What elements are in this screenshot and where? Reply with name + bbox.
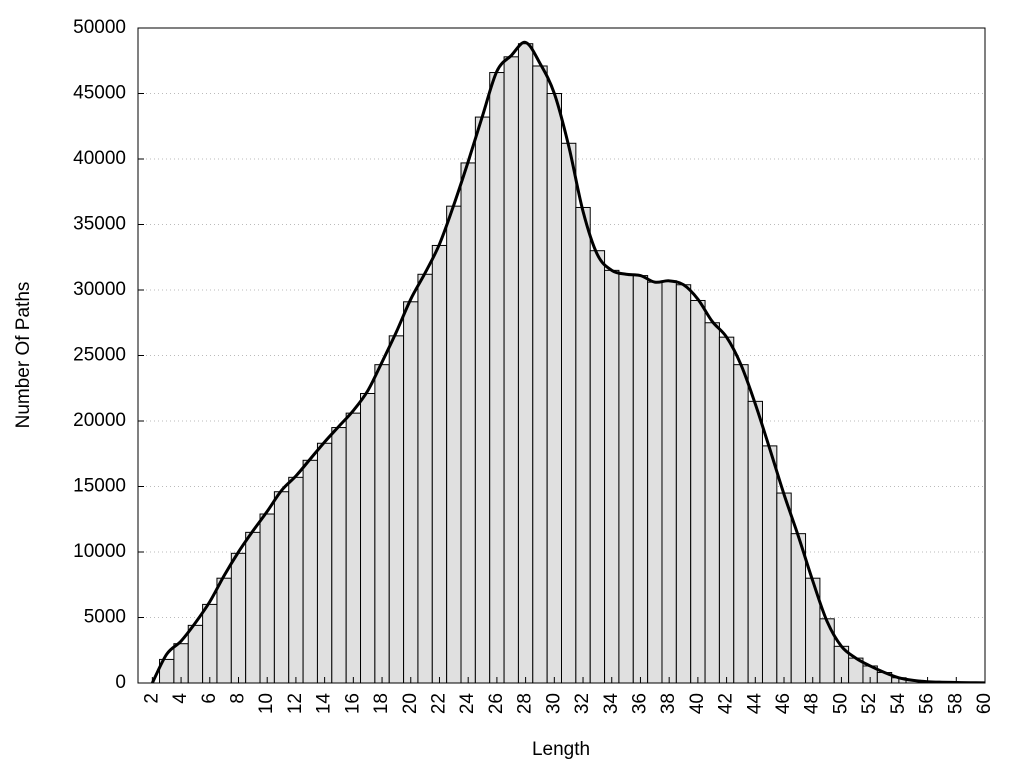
bar bbox=[316, 442, 333, 683]
y-axis-label: Number Of Paths bbox=[13, 282, 34, 429]
x-tick-label: 58 bbox=[945, 693, 966, 714]
bar bbox=[446, 205, 462, 683]
bar bbox=[589, 250, 606, 683]
x-tick-label: 34 bbox=[601, 693, 622, 715]
bar bbox=[546, 93, 562, 683]
bar bbox=[647, 281, 663, 683]
bar bbox=[690, 299, 706, 683]
y-tick-label: 40000 bbox=[73, 148, 126, 169]
x-tick-label: 46 bbox=[773, 693, 794, 714]
x-tick-label: 14 bbox=[314, 693, 335, 715]
y-tick-label: 5000 bbox=[84, 607, 126, 628]
y-tick-label: 35000 bbox=[73, 214, 126, 235]
bar bbox=[661, 280, 677, 683]
x-tick-label: 28 bbox=[515, 693, 536, 714]
x-tick-label: 48 bbox=[802, 693, 823, 714]
bar bbox=[733, 364, 749, 683]
bar bbox=[474, 116, 491, 683]
x-tick-label: 32 bbox=[572, 693, 593, 714]
x-tick-label: 8 bbox=[228, 693, 249, 704]
y-tick-label: 15000 bbox=[73, 476, 126, 497]
bar bbox=[345, 412, 362, 683]
y-tick-label: 25000 bbox=[73, 345, 126, 366]
bar bbox=[604, 269, 620, 683]
y-tick-label: 45000 bbox=[73, 83, 126, 104]
bar bbox=[259, 513, 275, 683]
bar bbox=[532, 65, 548, 683]
x-tick-label: 6 bbox=[199, 693, 220, 704]
x-tick-label: 42 bbox=[716, 693, 737, 714]
bar bbox=[431, 244, 448, 683]
bar bbox=[331, 427, 347, 683]
bar bbox=[747, 400, 763, 683]
bar bbox=[575, 206, 591, 683]
bar bbox=[374, 364, 390, 683]
x-tick-label: 18 bbox=[371, 693, 392, 714]
bar bbox=[245, 531, 261, 683]
x-tick-label: 22 bbox=[428, 693, 449, 714]
bar bbox=[489, 72, 505, 683]
x-tick-label: 50 bbox=[830, 693, 851, 714]
bar bbox=[718, 336, 735, 683]
x-tick-label: 24 bbox=[457, 693, 478, 715]
bar bbox=[288, 476, 304, 683]
x-tick-label: 40 bbox=[687, 693, 708, 714]
bar bbox=[216, 577, 232, 683]
x-tick-label: 38 bbox=[658, 693, 679, 714]
bar bbox=[517, 43, 534, 683]
y-tick-label: 50000 bbox=[73, 17, 126, 38]
bar bbox=[675, 284, 692, 683]
x-tick-label: 60 bbox=[974, 693, 995, 714]
y-tick-label: 30000 bbox=[73, 279, 126, 300]
bar bbox=[417, 273, 433, 683]
bar bbox=[460, 162, 476, 683]
bar bbox=[187, 624, 204, 683]
x-tick-label: 30 bbox=[543, 693, 564, 714]
x-tick-label: 56 bbox=[917, 693, 938, 714]
y-tick-label: 20000 bbox=[73, 410, 126, 431]
bar bbox=[360, 392, 376, 683]
bar bbox=[230, 552, 247, 683]
bar bbox=[273, 491, 290, 683]
bar bbox=[776, 492, 792, 683]
bar bbox=[202, 603, 218, 683]
bar bbox=[761, 445, 778, 683]
x-tick-label: 4 bbox=[170, 693, 191, 704]
trend-line bbox=[151, 40, 985, 683]
bar bbox=[618, 273, 634, 683]
bar bbox=[704, 322, 720, 683]
x-tick-label: 54 bbox=[888, 693, 909, 715]
x-tick-label: 36 bbox=[629, 693, 650, 714]
bar bbox=[302, 459, 318, 683]
x-tick-label: 20 bbox=[400, 693, 421, 714]
y-tick-label: 10000 bbox=[73, 541, 126, 562]
bar bbox=[819, 618, 835, 683]
bar bbox=[388, 335, 405, 683]
bar bbox=[632, 275, 649, 683]
bar bbox=[403, 301, 419, 683]
x-tick-label: 52 bbox=[859, 693, 880, 714]
x-tick-label: 16 bbox=[342, 693, 363, 714]
x-axis-label: Length bbox=[532, 739, 590, 760]
x-tick-label: 10 bbox=[256, 693, 277, 714]
x-tick-label: 12 bbox=[285, 693, 306, 714]
bar bbox=[561, 142, 577, 683]
y-tick-label: 0 bbox=[115, 672, 126, 693]
x-tick-label: 44 bbox=[744, 693, 765, 715]
bar bbox=[503, 56, 519, 683]
x-tick-label: 26 bbox=[486, 693, 507, 714]
x-tick-label: 2 bbox=[141, 693, 162, 704]
